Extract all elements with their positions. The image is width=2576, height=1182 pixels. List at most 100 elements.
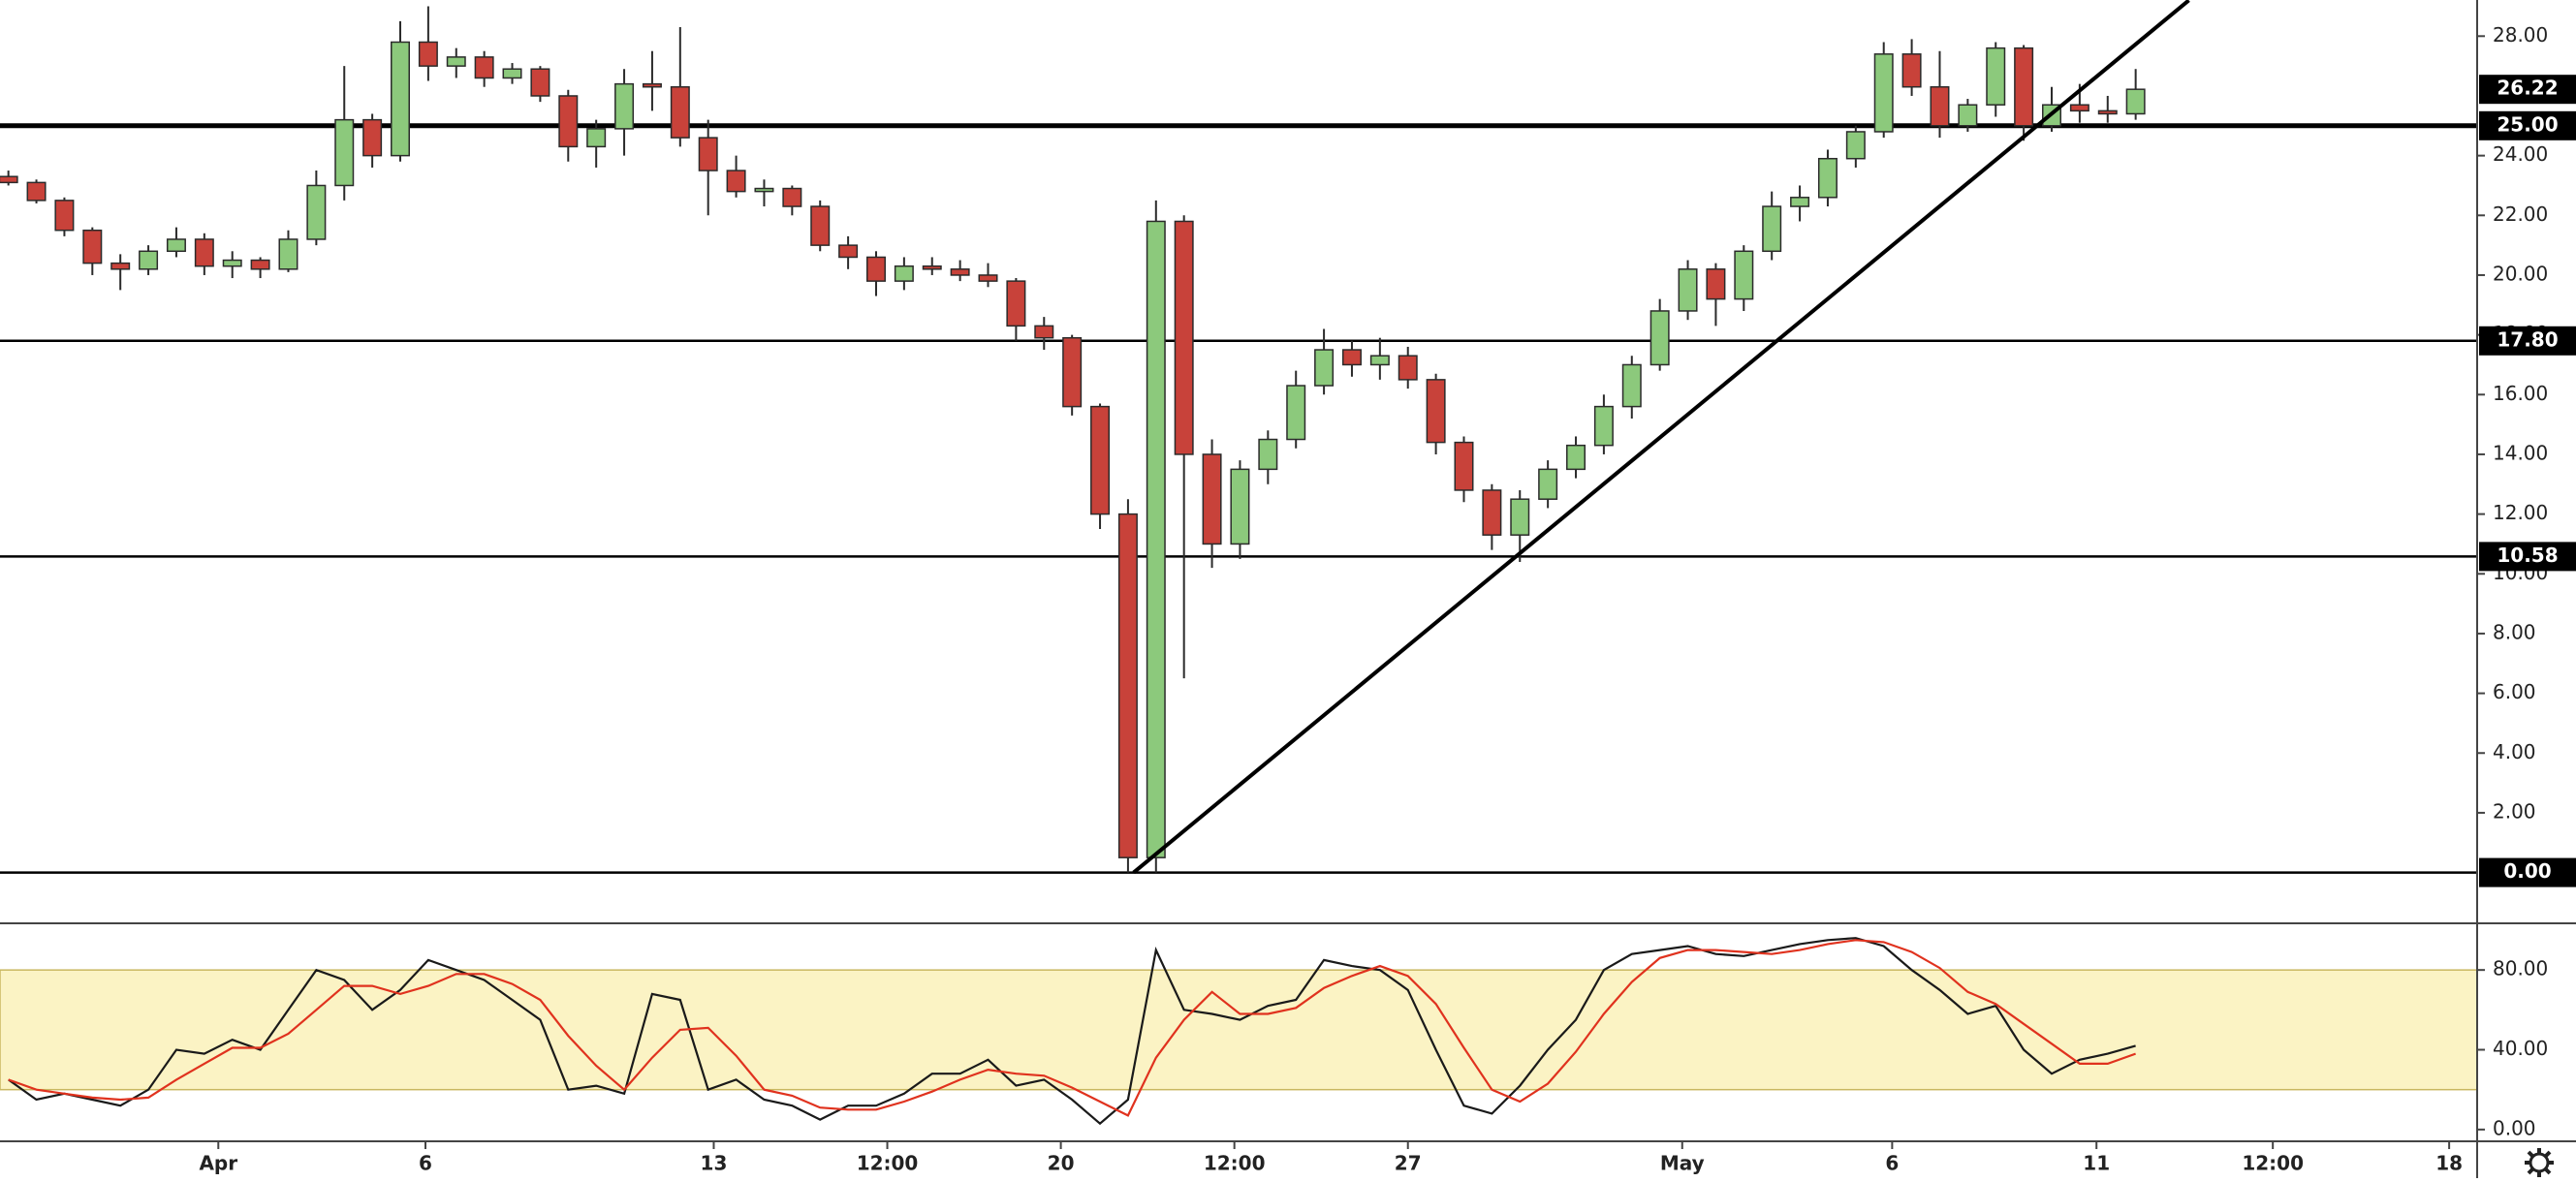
candle-body xyxy=(1510,498,1530,536)
x-tick-label: 11 xyxy=(2083,1152,2110,1175)
level-label: 17.80 xyxy=(2497,327,2558,351)
candle-body xyxy=(838,244,859,259)
candle-body xyxy=(1706,268,1726,300)
plot-layer xyxy=(0,0,2477,1126)
overbought-oversold-band xyxy=(0,969,2478,1091)
candle-body xyxy=(670,85,690,139)
candle-body xyxy=(1762,205,1782,253)
stoch-y-tick-label: 0.00 xyxy=(2493,1116,2536,1139)
y-tick-label: 20.00 xyxy=(2493,262,2548,285)
candle-body xyxy=(754,187,774,193)
x-tick-label: 6 xyxy=(419,1152,432,1175)
y-tick-label: 24.00 xyxy=(2493,142,2548,166)
candle-body xyxy=(446,56,466,67)
candle-body xyxy=(82,229,103,264)
x-tick-label: Apr xyxy=(199,1152,237,1175)
candle-body xyxy=(558,95,579,148)
level-badge xyxy=(2479,542,2576,572)
candle-body xyxy=(26,181,47,202)
candle-body xyxy=(698,137,718,171)
candle-body xyxy=(1062,336,1083,408)
candle-body xyxy=(2125,88,2146,115)
gear-ring[interactable] xyxy=(2529,1152,2550,1173)
candle-body xyxy=(1790,197,1810,207)
candle-body xyxy=(1986,47,2006,106)
candle-body xyxy=(922,264,942,270)
candle-body xyxy=(166,238,186,253)
candle-body xyxy=(1426,379,1446,444)
axis-layer: 2.004.006.008.0010.0012.0014.0016.0018.0… xyxy=(199,23,2576,1175)
gear-teeth[interactable] xyxy=(2525,1148,2554,1177)
candle-body xyxy=(1678,268,1698,312)
candle-body xyxy=(950,268,970,276)
last-price-label: 26.22 xyxy=(2497,77,2558,100)
candle-body xyxy=(1398,355,1418,381)
level-label: 10.58 xyxy=(2497,544,2558,567)
y-tick-label: 14.00 xyxy=(2493,441,2548,464)
axis-background xyxy=(2477,0,2576,1178)
candle-body xyxy=(1817,157,1838,199)
candle-body xyxy=(474,56,494,79)
x-tick-label: 12:00 xyxy=(1204,1152,1266,1175)
candle-body xyxy=(586,128,607,148)
x-tick-label: 18 xyxy=(2435,1152,2463,1175)
candle-body xyxy=(2014,47,2034,127)
candle-body xyxy=(502,68,522,79)
x-tick-label: 27 xyxy=(1395,1152,1422,1175)
y-tick-label: 6.00 xyxy=(2493,680,2536,703)
candle-body xyxy=(894,264,914,282)
candle-body xyxy=(1146,220,1166,858)
candle-body xyxy=(1958,104,1978,127)
candle-body xyxy=(1734,250,1754,300)
candle-body xyxy=(1258,438,1278,471)
candle-body xyxy=(362,118,383,157)
candle-body xyxy=(222,259,242,267)
y-tick-label: 16.00 xyxy=(2493,382,2548,405)
candle-body xyxy=(139,250,159,270)
candle-body xyxy=(1034,325,1054,339)
trendline xyxy=(1132,0,2190,875)
candle-body xyxy=(1566,444,1586,471)
candle-body xyxy=(1174,220,1194,455)
stoch-y-tick-label: 80.00 xyxy=(2493,957,2548,980)
candle-body xyxy=(1845,131,1866,160)
stoch-y-tick-label: 40.00 xyxy=(2493,1037,2548,1060)
candle-body xyxy=(194,238,214,267)
candle-body xyxy=(614,82,635,130)
candle-body xyxy=(306,184,327,240)
y-tick-label: 8.00 xyxy=(2493,620,2536,643)
candle-body xyxy=(1649,310,1670,366)
candle-body xyxy=(1314,349,1335,387)
candle-body xyxy=(1230,468,1250,545)
candle-body xyxy=(1621,363,1642,408)
stochastic-line xyxy=(8,939,2136,1117)
candle-body xyxy=(1006,280,1026,327)
candle-body xyxy=(530,68,550,97)
candle-body xyxy=(250,259,270,270)
candle-body xyxy=(1202,453,1222,545)
candle-body xyxy=(642,82,662,88)
candle-body xyxy=(278,238,298,270)
candle-body xyxy=(1369,355,1390,366)
candle-body xyxy=(1286,385,1306,441)
x-tick-label: May xyxy=(1660,1152,1705,1175)
candle-body xyxy=(1593,405,1614,447)
x-tick-label: 20 xyxy=(1048,1152,1075,1175)
candle-body xyxy=(1930,85,1950,127)
settings-icon[interactable] xyxy=(2525,1148,2554,1177)
candle-body xyxy=(334,118,355,187)
candle-body xyxy=(865,256,886,282)
x-tick-label: 12:00 xyxy=(2242,1152,2304,1175)
candle-body xyxy=(1454,441,1474,491)
candle-body xyxy=(391,41,410,157)
candle-body xyxy=(1901,53,1922,88)
y-tick-label: 28.00 xyxy=(2493,23,2548,47)
stochastic-line xyxy=(8,937,2136,1126)
candle-body xyxy=(1873,53,1894,133)
candle-body xyxy=(0,175,18,184)
x-tick-label: 6 xyxy=(1885,1152,1899,1175)
level-label: 25.00 xyxy=(2497,112,2558,136)
candle-body xyxy=(1341,349,1362,366)
